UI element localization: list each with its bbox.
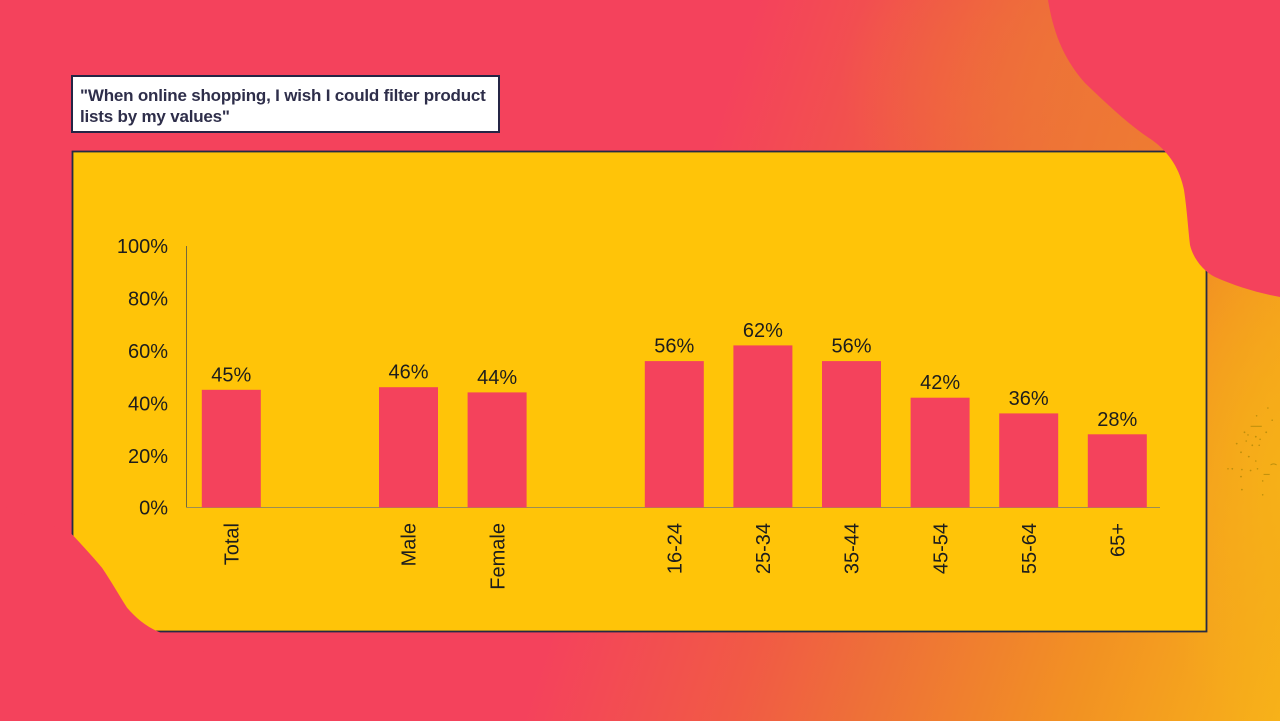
svg-text:46%: 46%	[388, 362, 428, 384]
svg-text:Total: Total	[222, 523, 244, 565]
svg-text:80%: 80%	[128, 289, 168, 311]
svg-text:56%: 56%	[654, 336, 694, 358]
svg-text:28%: 28%	[1097, 409, 1137, 431]
svg-text:Male: Male	[399, 523, 421, 566]
svg-text:25-34: 25-34	[753, 523, 775, 574]
svg-text:20%: 20%	[128, 446, 168, 468]
svg-text:Female: Female	[487, 523, 509, 590]
svg-text:60%: 60%	[128, 341, 168, 363]
svg-text:16-24: 16-24	[665, 523, 687, 574]
svg-text:"When online shopping, I wish: "When online shopping, I wish I could fi…	[80, 86, 486, 105]
svg-text:lists by my values": lists by my values"	[80, 107, 230, 126]
svg-text:100%: 100%	[117, 236, 168, 258]
svg-text:36%: 36%	[1009, 388, 1049, 410]
svg-text:42%: 42%	[920, 372, 960, 394]
svg-text:45-54: 45-54	[930, 523, 952, 574]
svg-text:55-64: 55-64	[1019, 523, 1041, 574]
svg-text:35-44: 35-44	[842, 523, 864, 574]
svg-text:62%: 62%	[743, 320, 783, 342]
svg-text:0%: 0%	[139, 498, 168, 520]
svg-text:44%: 44%	[477, 367, 517, 389]
svg-text:65+: 65+	[1108, 523, 1130, 557]
svg-text:40%: 40%	[128, 394, 168, 416]
svg-text:45%: 45%	[211, 364, 251, 386]
svg-text:56%: 56%	[831, 336, 871, 358]
